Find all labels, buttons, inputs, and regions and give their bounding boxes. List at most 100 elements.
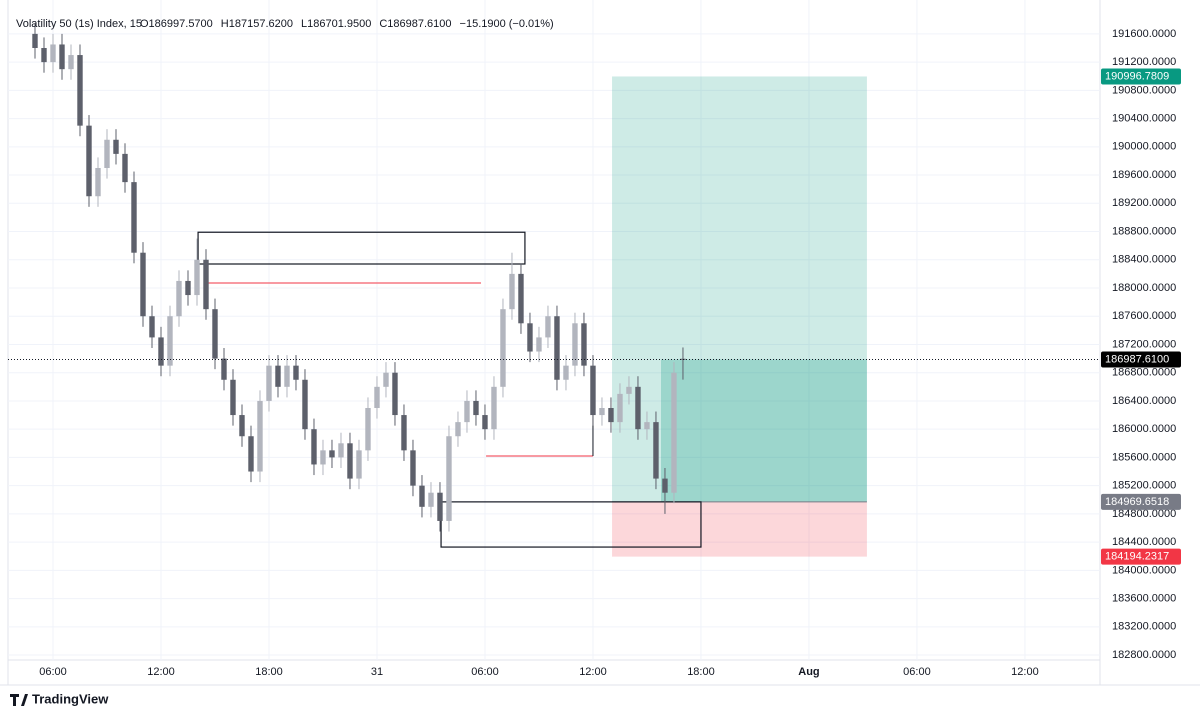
candle-body [635, 386, 641, 430]
ohlc-value: L186701.9500 [301, 18, 371, 30]
candle-body [131, 182, 137, 253]
candle-body [266, 365, 272, 401]
candle-body [50, 44, 56, 63]
x-tick-label: 12:00 [147, 666, 175, 678]
y-tick-label: 184400.0000 [1112, 536, 1176, 548]
candle-body [383, 372, 389, 387]
candle-body [671, 372, 677, 493]
target-label: 190996.7809 [1105, 70, 1169, 82]
candle-body [473, 400, 479, 416]
candle-body [482, 415, 488, 430]
candle-body [320, 450, 326, 465]
candle-body [437, 492, 443, 521]
x-tick-label: 18:00 [687, 666, 715, 678]
candle-body [176, 280, 182, 317]
candle-body [95, 168, 101, 197]
y-tick-label: 189200.0000 [1112, 197, 1176, 209]
candle-body [302, 379, 308, 430]
candle-body [518, 273, 524, 324]
candle-body [32, 33, 38, 48]
candle-body [113, 139, 119, 154]
candle-body [140, 252, 146, 317]
y-tick-label: 187600.0000 [1112, 310, 1176, 322]
candle-body [626, 386, 632, 394]
x-tick-label: 06:00 [39, 666, 67, 678]
y-tick-label: 189600.0000 [1112, 169, 1176, 181]
chart-title: Volatility 50 (1s) Index, 15 [16, 18, 142, 30]
candle-body [599, 408, 605, 416]
candle-body [275, 365, 281, 387]
x-tick-label: 18:00 [255, 666, 283, 678]
candle-body [428, 492, 434, 507]
candle-body [77, 55, 83, 126]
candle-body [311, 429, 317, 465]
ohlc-value: C186987.6100 [379, 18, 451, 30]
candle-body [167, 316, 173, 366]
candle-body [293, 365, 299, 380]
candle-body [230, 379, 236, 416]
candle-body [329, 450, 335, 458]
candle-body [221, 358, 227, 380]
y-tick-label: 186000.0000 [1112, 423, 1176, 435]
candle-body [455, 422, 461, 437]
y-tick-label: 186400.0000 [1112, 395, 1176, 407]
candle-body [572, 323, 578, 366]
last-price-label-bg [1101, 351, 1181, 368]
entry-label: 184969.6518 [1105, 496, 1169, 508]
candle-body [149, 316, 155, 338]
target-label-bg [1101, 68, 1181, 85]
candle-body [365, 408, 371, 451]
candle-body [446, 436, 452, 521]
candle-body [590, 365, 596, 416]
candle-body [68, 55, 74, 70]
y-tick-label: 187200.0000 [1112, 338, 1176, 350]
candle-body [59, 44, 65, 70]
y-tick-label: 184800.0000 [1112, 508, 1176, 520]
candle-body [419, 485, 425, 507]
candle-body [617, 393, 623, 423]
candle-body [347, 443, 353, 479]
candle-body [536, 337, 542, 352]
stop-label-bg [1101, 548, 1181, 565]
y-tick-label: 188000.0000 [1112, 282, 1176, 294]
candle-body [203, 259, 209, 310]
candle-body [248, 436, 254, 472]
y-tick-label: 188800.0000 [1112, 225, 1176, 237]
candle-body [356, 450, 362, 479]
zone-box [197, 231, 526, 265]
entry-label-bg [1101, 493, 1181, 510]
candle-body [212, 309, 218, 359]
y-tick-label: 185200.0000 [1112, 480, 1176, 492]
candle-body [581, 323, 587, 366]
candle-body [563, 365, 569, 380]
candle-body [500, 309, 506, 387]
candle-body [239, 415, 245, 437]
candle-body [185, 280, 191, 296]
y-tick-label: 190000.0000 [1112, 141, 1176, 153]
ohlc-value: O186997.5700 [140, 18, 213, 30]
y-tick-label: 190400.0000 [1112, 112, 1176, 124]
plot [8, 0, 1100, 660]
candle-body [653, 422, 659, 479]
x-tick-label: 06:00 [471, 666, 499, 678]
candle-body [554, 316, 560, 380]
x-tick-label: 31 [371, 666, 383, 678]
stop-zone [612, 501, 867, 557]
candle-body [527, 323, 533, 352]
candle-body [662, 478, 668, 493]
brand-name: TradingView [32, 691, 109, 706]
open-profit-zone [661, 359, 867, 502]
candle-body [86, 125, 92, 197]
candle-body [608, 408, 614, 423]
candle-body [158, 337, 164, 366]
brand-logo [10, 694, 28, 706]
y-tick-label: 188400.0000 [1112, 254, 1176, 266]
candle-body [104, 139, 110, 168]
candle-body [41, 48, 47, 63]
candle-body [410, 450, 416, 486]
y-tick-label: 191200.0000 [1112, 56, 1176, 68]
candle-body [392, 372, 398, 416]
